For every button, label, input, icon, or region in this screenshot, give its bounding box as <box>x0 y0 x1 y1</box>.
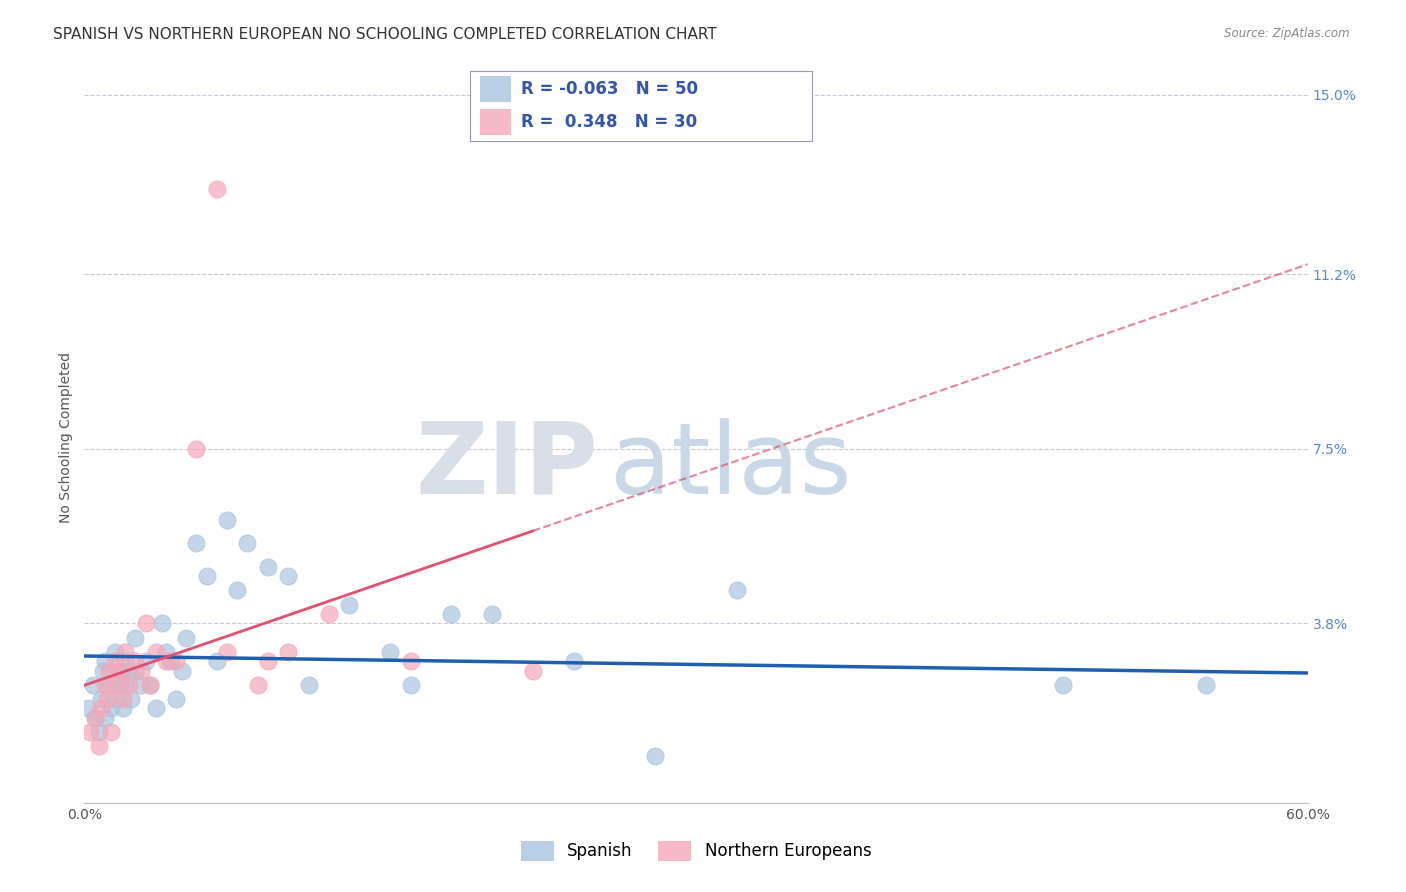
Point <box>96 692 118 706</box>
Point <box>91 664 114 678</box>
Point <box>108 664 131 678</box>
Text: SPANISH VS NORTHERN EUROPEAN NO SCHOOLING COMPLETED CORRELATION CHART: SPANISH VS NORTHERN EUROPEAN NO SCHOOLIN… <box>53 27 717 42</box>
Point <box>277 569 299 583</box>
Point <box>93 654 115 668</box>
Point <box>174 631 197 645</box>
Point <box>104 692 127 706</box>
Point <box>217 645 239 659</box>
Y-axis label: No Schooling Completed: No Schooling Completed <box>59 351 73 523</box>
Point <box>131 678 153 692</box>
Point <box>1195 678 1218 692</box>
Point <box>159 654 181 668</box>
Point <box>1052 678 1074 692</box>
Point <box>112 701 135 715</box>
Point <box>82 678 104 692</box>
Point <box>120 692 142 706</box>
Point <box>277 645 299 659</box>
Point <box>186 442 208 456</box>
Point <box>110 678 132 692</box>
Point <box>380 645 402 659</box>
Point <box>83 711 105 725</box>
Point <box>725 583 748 598</box>
Point <box>522 664 544 678</box>
Point <box>205 182 228 196</box>
Point <box>135 616 157 631</box>
Point <box>481 607 503 621</box>
Point <box>155 654 177 668</box>
Point <box>114 654 136 668</box>
Point <box>83 711 105 725</box>
Point <box>90 692 112 706</box>
Point <box>100 701 122 715</box>
Point <box>118 678 141 692</box>
Point <box>339 598 361 612</box>
Point <box>87 725 110 739</box>
Point <box>90 701 112 715</box>
Point <box>124 654 146 668</box>
Point <box>145 645 167 659</box>
Point <box>399 678 422 692</box>
Point <box>124 664 146 678</box>
Point <box>112 692 135 706</box>
Text: atlas: atlas <box>610 417 852 515</box>
Point <box>172 664 194 678</box>
Point <box>114 678 136 692</box>
Point <box>155 645 177 659</box>
Point <box>165 654 187 668</box>
Point <box>118 664 141 678</box>
Point <box>93 678 115 692</box>
Text: ZIP: ZIP <box>415 417 598 515</box>
Point <box>87 739 110 754</box>
Point <box>195 569 218 583</box>
Point <box>104 645 127 659</box>
Point <box>298 678 321 692</box>
Point <box>145 701 167 715</box>
Point <box>97 664 120 678</box>
Text: Source: ZipAtlas.com: Source: ZipAtlas.com <box>1225 27 1350 40</box>
Point <box>165 692 187 706</box>
Point <box>104 654 127 668</box>
Point <box>644 748 666 763</box>
Point <box>135 654 157 668</box>
Point <box>246 678 269 692</box>
Point <box>124 631 146 645</box>
Point <box>79 725 101 739</box>
Point <box>257 559 280 574</box>
Point <box>93 711 115 725</box>
Point <box>217 513 239 527</box>
Point <box>440 607 463 621</box>
Point <box>114 645 136 659</box>
Point <box>399 654 422 668</box>
Point <box>318 607 340 621</box>
Point <box>562 654 585 668</box>
Point <box>226 583 249 598</box>
Point <box>97 678 120 692</box>
Point <box>131 664 153 678</box>
Point <box>105 678 128 692</box>
Point <box>100 725 122 739</box>
Legend: Spanish, Northern Europeans: Spanish, Northern Europeans <box>515 834 877 868</box>
Point <box>110 664 132 678</box>
Point <box>138 678 160 692</box>
Point <box>150 616 173 631</box>
Point <box>236 536 259 550</box>
Point <box>77 701 100 715</box>
Point <box>186 536 208 550</box>
Point <box>138 678 160 692</box>
Point <box>205 654 228 668</box>
Point <box>257 654 280 668</box>
